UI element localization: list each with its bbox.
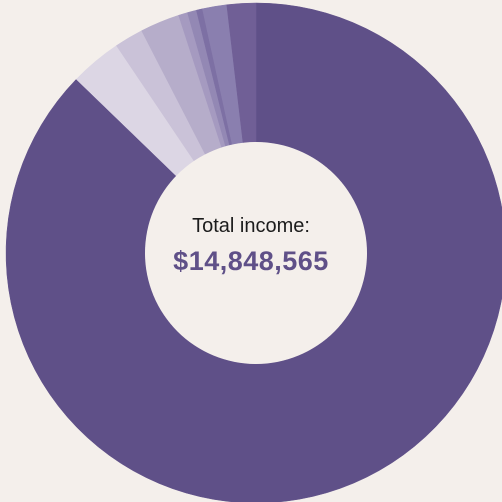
total-income-value: $14,848,565 [173, 246, 329, 276]
total-income-label: Total income: [192, 215, 310, 237]
donut-slice-1 [5, 2, 502, 502]
donut-hole [145, 142, 367, 364]
